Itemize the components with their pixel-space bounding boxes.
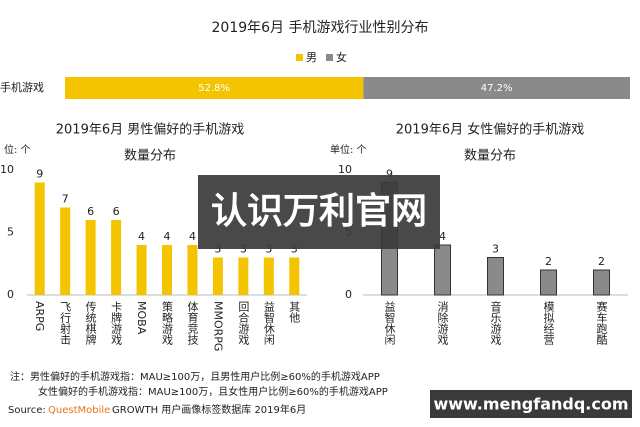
x-tick-label: 卡牌游戏 bbox=[110, 301, 123, 346]
value-label: 52.8% bbox=[198, 83, 230, 94]
x-tick-label: 益智休闲 bbox=[262, 300, 275, 345]
axis-unit: 单位: 个 bbox=[330, 143, 367, 156]
legend-label: 女 bbox=[336, 50, 347, 64]
x-tick-label: 其他 bbox=[288, 301, 301, 323]
x-tick-label: 消除游戏 bbox=[436, 300, 449, 346]
bar bbox=[60, 207, 71, 295]
bar bbox=[593, 269, 610, 296]
source-brand: QuestMobile bbox=[48, 405, 110, 416]
legend-label: 男 bbox=[306, 51, 317, 64]
bar bbox=[212, 257, 223, 295]
value-label: 7 bbox=[62, 193, 69, 206]
bar bbox=[434, 244, 451, 296]
bar bbox=[34, 182, 45, 295]
axis-unit: 位: 个 bbox=[4, 143, 31, 156]
banner-box bbox=[198, 175, 440, 249]
x-tick-label: 模拟经营 bbox=[542, 301, 555, 346]
y-tick-label: 0 bbox=[7, 288, 14, 301]
value-label: 4 bbox=[164, 230, 171, 243]
value-label: 3 bbox=[492, 243, 499, 256]
source-text: GROWTH 用户画像标签数据库 2019年6月 bbox=[112, 403, 306, 416]
chart-title: 2019年6月 男性偏好的手机游戏 bbox=[56, 122, 245, 138]
y-tick-label: 5 bbox=[7, 226, 14, 239]
x-tick-label: 回合游戏 bbox=[237, 301, 250, 346]
chart-title: 2019年6月 手机游戏行业性别分布 bbox=[212, 20, 429, 36]
x-tick-label: 音乐游戏 bbox=[489, 300, 502, 346]
value-label: 6 bbox=[87, 205, 94, 218]
bar bbox=[263, 257, 274, 295]
bar bbox=[111, 220, 122, 295]
y-tick-label: 0 bbox=[345, 288, 352, 301]
bar bbox=[136, 245, 147, 295]
x-tick-label: 益智休闲 bbox=[383, 300, 396, 345]
y-tick-label: 10 bbox=[0, 163, 14, 176]
legend-swatch bbox=[326, 54, 333, 61]
note: 女性偏好的手机游戏指：MAU≥100万，且女性用户比例≥60%的手机游戏APP bbox=[38, 385, 388, 398]
bar-segment bbox=[65, 77, 364, 99]
value-label: 4 bbox=[439, 230, 446, 243]
value-label: 2 bbox=[545, 255, 552, 268]
x-tick-label: 策略游戏 bbox=[161, 300, 174, 346]
bar bbox=[187, 245, 198, 295]
x-tick-label: 飞行射击 bbox=[59, 301, 72, 345]
value-label: 9 bbox=[36, 168, 43, 181]
chart-subtitle: 数量分布 bbox=[464, 149, 516, 164]
bar bbox=[540, 269, 557, 296]
banner-text: 认识万利官网 bbox=[211, 191, 427, 232]
value-label: 47.2% bbox=[481, 83, 513, 94]
source-label: Source: bbox=[8, 405, 46, 416]
value-label: 6 bbox=[113, 205, 120, 218]
x-tick-label: 体育竞技 bbox=[186, 300, 199, 346]
url-text: www.mengfandq.com bbox=[433, 395, 628, 414]
bar-segment bbox=[363, 77, 630, 99]
value-label: 9 bbox=[386, 168, 393, 181]
note: 注：男性偏好的手机游戏指：MAU≥100万，且男性用户比例≥60%的手机游戏AP… bbox=[10, 370, 380, 383]
y-tick-label: 10 bbox=[338, 163, 352, 176]
bar bbox=[487, 257, 504, 296]
value-label: 2 bbox=[598, 255, 605, 268]
category-label: 手机游戏 bbox=[0, 80, 44, 94]
x-tick-label: 赛车跑酷 bbox=[595, 300, 608, 346]
x-tick-label: MMORPG bbox=[211, 301, 224, 351]
x-tick-label: 传统棋牌 bbox=[84, 301, 97, 346]
bar bbox=[289, 257, 300, 295]
chart-title: 2019年6月 女性偏好的手机游戏 bbox=[396, 122, 585, 138]
value-label: 4 bbox=[138, 230, 145, 243]
bar bbox=[85, 220, 96, 295]
value-label: 4 bbox=[189, 230, 196, 243]
bar bbox=[162, 245, 172, 295]
url-box bbox=[430, 390, 632, 418]
x-tick-label: MOBA bbox=[135, 301, 148, 335]
x-tick-label: ARPG bbox=[33, 301, 46, 331]
chart-subtitle: 数量分布 bbox=[124, 149, 176, 164]
legend-swatch bbox=[296, 54, 303, 61]
bar bbox=[238, 257, 249, 295]
